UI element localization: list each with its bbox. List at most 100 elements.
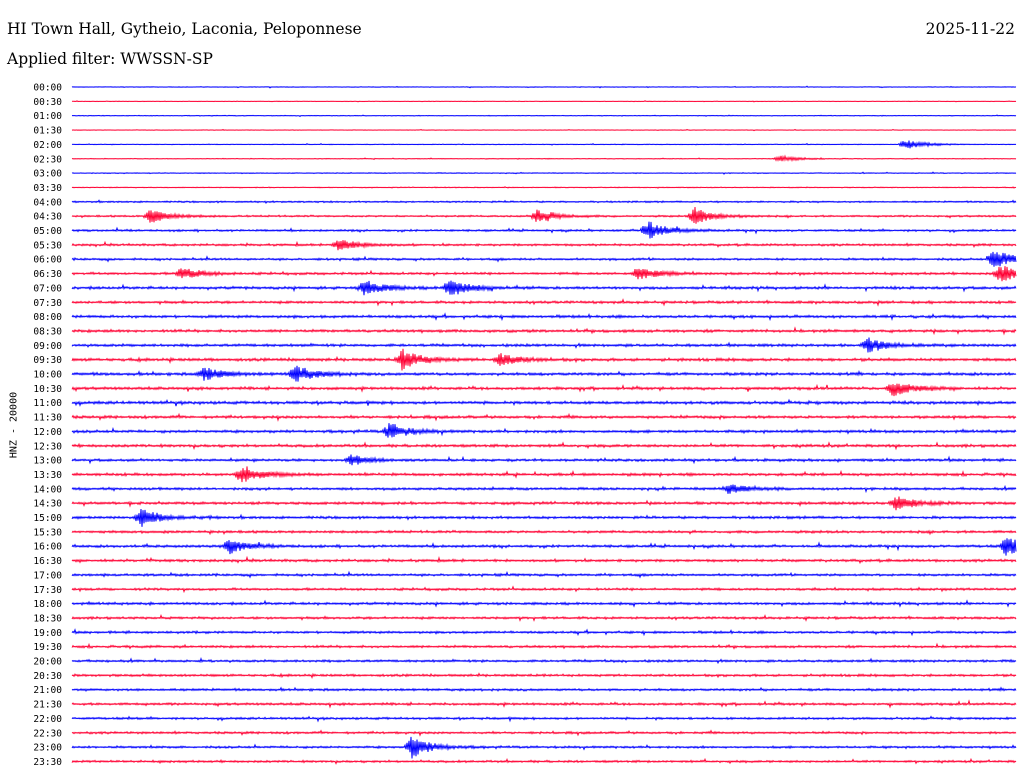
trace-line — [71, 140, 1017, 149]
row-time-label: 08:00 — [33, 312, 62, 323]
trace-line — [71, 100, 1017, 103]
row-time-label: 00:00 — [33, 83, 62, 94]
trace-line — [71, 280, 1017, 296]
trace-line — [71, 686, 1017, 692]
trace-line — [71, 85, 1017, 89]
filter-label: Applied filter: WWSSN-SP — [7, 50, 213, 68]
row-time-label: 23:30 — [33, 757, 62, 768]
row-time-label: 02:00 — [33, 140, 62, 151]
row-time-label: 13:30 — [33, 470, 62, 481]
row-time-label: 21:30 — [33, 700, 62, 711]
row-time-label: 05:00 — [33, 226, 62, 237]
trace-line — [71, 206, 1017, 224]
trace-line — [71, 757, 1017, 765]
trace-line — [71, 412, 1017, 422]
row-time-label: 10:00 — [33, 370, 62, 381]
row-time-label: 13:00 — [33, 456, 62, 467]
row-time-label: 12:00 — [33, 427, 62, 438]
trace-line — [71, 298, 1017, 307]
row-time-label: 00:30 — [33, 97, 62, 108]
trace-line — [71, 441, 1017, 451]
row-time-label: 05:30 — [33, 240, 62, 251]
trace-rows: 00:00 00:30 01:00 01:30 02:00 02:30 03:00 03:30… — [33, 83, 1017, 768]
row-time-label: 18:00 — [33, 599, 62, 610]
trace-line — [71, 657, 1017, 665]
trace-line — [71, 715, 1017, 723]
trace-line — [71, 729, 1017, 737]
trace-line — [71, 613, 1017, 622]
trace-line — [71, 171, 1017, 175]
row-time-label: 17:00 — [33, 570, 62, 581]
trace-line — [71, 128, 1017, 132]
record-date: 2025-11-22 — [925, 20, 1015, 38]
row-time-label: 19:30 — [33, 642, 62, 653]
trace-line — [71, 251, 1017, 267]
trace-line — [71, 599, 1017, 608]
row-time-label: 10:30 — [33, 384, 62, 395]
row-time-label: 11:00 — [33, 398, 62, 409]
trace-line — [71, 154, 1017, 162]
row-time-label: 12:30 — [33, 441, 62, 452]
row-time-label: 04:00 — [33, 197, 62, 208]
row-time-label: 21:00 — [33, 685, 62, 696]
row-time-label: 22:00 — [33, 714, 62, 725]
trace-line — [71, 555, 1017, 565]
trace-line — [71, 365, 1017, 382]
row-time-label: 04:30 — [33, 212, 62, 223]
row-time-label: 19:00 — [33, 628, 62, 639]
trace-line — [71, 570, 1017, 579]
trace-line — [71, 383, 1017, 397]
trace-line — [71, 628, 1017, 637]
trace-line — [71, 454, 1017, 466]
trace-line — [71, 337, 1017, 353]
trace-line — [71, 736, 1017, 759]
row-time-label: 18:30 — [33, 613, 62, 624]
row-time-label: 06:00 — [33, 255, 62, 266]
row-time-label: 03:00 — [33, 169, 62, 180]
row-time-label: 02:30 — [33, 154, 62, 165]
trace-line — [71, 423, 1017, 438]
row-time-label: 01:30 — [33, 126, 62, 137]
trace-line — [71, 509, 1017, 527]
row-time-label: 17:30 — [33, 585, 62, 596]
trace-line — [71, 221, 1017, 239]
trace-line — [71, 585, 1017, 594]
row-time-label: 14:30 — [33, 499, 62, 510]
row-time-label: 16:00 — [33, 542, 62, 553]
trace-line — [71, 240, 1017, 251]
row-time-label: 06:30 — [33, 269, 62, 280]
trace-line — [71, 186, 1017, 189]
trace-line — [71, 266, 1017, 282]
row-time-label: 09:00 — [33, 341, 62, 352]
trace-line — [71, 484, 1017, 494]
row-time-label: 22:30 — [33, 728, 62, 739]
row-time-label: 16:30 — [33, 556, 62, 567]
row-time-label: 11:30 — [33, 413, 62, 424]
trace-line — [71, 642, 1017, 650]
trace-line — [71, 114, 1017, 118]
trace-line — [71, 496, 1017, 511]
station-title: HI Town Hall, Gytheio, Laconia, Peloponn… — [7, 20, 362, 38]
row-time-label: 20:30 — [33, 671, 62, 682]
trace-line — [71, 538, 1017, 556]
trace-line — [71, 348, 1017, 371]
row-time-label: 14:00 — [33, 484, 62, 495]
trace-line — [71, 312, 1017, 322]
row-time-label: 08:30 — [33, 326, 62, 337]
trace-line — [71, 326, 1017, 336]
trace-line — [71, 672, 1017, 679]
row-time-label: 07:00 — [33, 283, 62, 294]
row-time-label: 07:30 — [33, 298, 62, 309]
row-time-label: 01:00 — [33, 111, 62, 122]
row-time-label: 23:00 — [33, 743, 62, 754]
trace-line — [71, 699, 1017, 709]
trace-line — [71, 199, 1017, 204]
trace-line — [71, 529, 1017, 536]
row-time-label: 09:30 — [33, 355, 62, 366]
trace-line — [71, 398, 1017, 407]
row-time-label: 20:00 — [33, 657, 62, 668]
trace-line — [71, 466, 1017, 483]
row-time-label: 03:30 — [33, 183, 62, 194]
row-time-label: 15:00 — [33, 513, 62, 524]
